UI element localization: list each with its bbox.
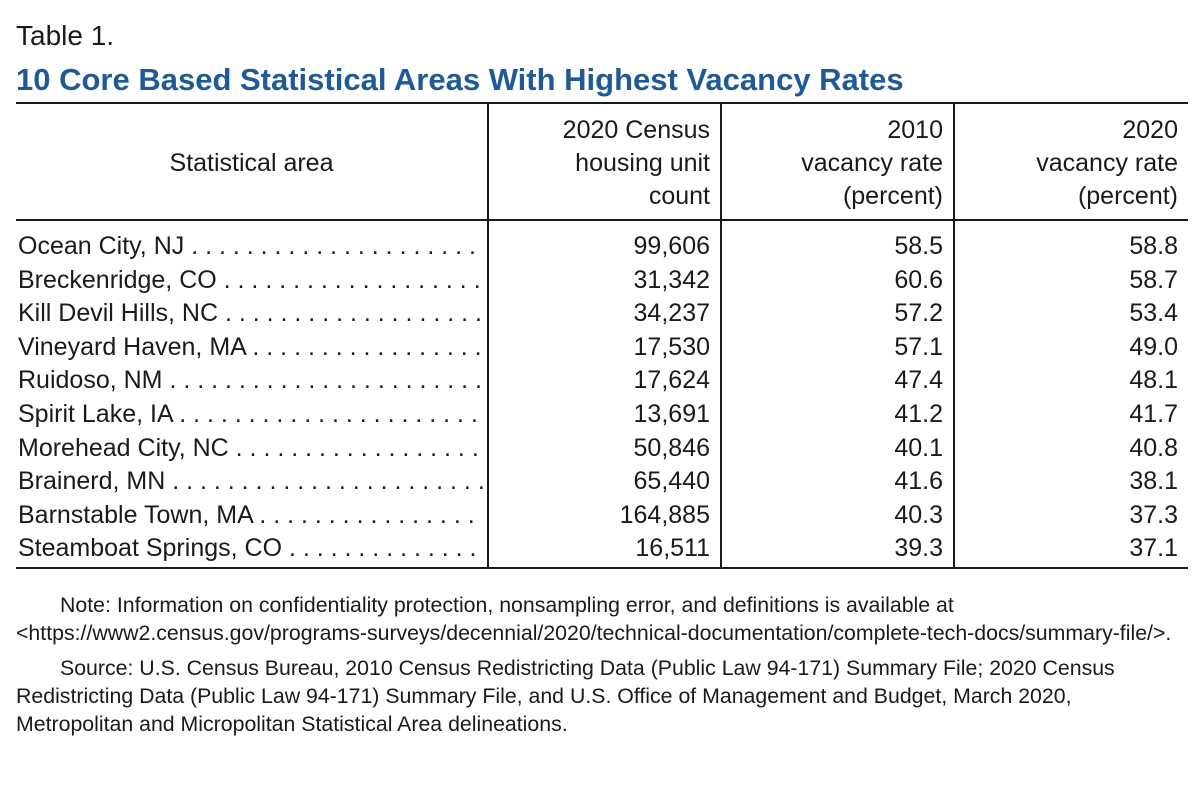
- note-text: Note: Information on confidentiality pro…: [16, 593, 1172, 645]
- table-row: Ruidoso, NM 17,624 47.4 48.1: [16, 364, 1188, 398]
- statistical-area-cell: Barnstable Town, MA: [16, 499, 488, 533]
- housing-unit-count-cell: 34,237: [487, 297, 721, 331]
- housing-unit-count-cell: 99,606: [487, 220, 721, 264]
- table-label: Table 1.: [16, 20, 115, 51]
- housing-unit-count-cell: 17,530: [487, 330, 721, 365]
- housing-unit-count-cell: 13,691: [487, 397, 721, 432]
- housing-unit-count-cell: 65,440: [487, 465, 721, 499]
- housing-unit-count-cell: 50,846: [487, 431, 721, 466]
- vacancy-2020-cell: 38.1: [953, 465, 1188, 499]
- vacancy-2010-cell: 58.5: [720, 220, 954, 264]
- area-name: Ruidoso, NM: [18, 364, 483, 398]
- vacancy-2010-cell: 41.6: [720, 465, 954, 499]
- housing-unit-count-cell: 31,342: [487, 263, 721, 298]
- vacancy-2020-cell: 48.1: [953, 364, 1188, 398]
- vacancy-2010-cell: 57.1: [720, 330, 954, 365]
- table-row: Kill Devil Hills, NC 34,237 57.2 53.4: [16, 297, 1188, 331]
- column-header-statistical-area: Statistical area: [169, 149, 334, 177]
- area-name: Barnstable Town, MA: [18, 499, 483, 533]
- area-name: Ocean City, NJ: [18, 230, 483, 264]
- table-row: Vineyard Haven, MA 17,530 57.1 49.0: [16, 330, 1188, 365]
- table-row: Barnstable Town, MA 164,885 40.3 37.3: [16, 498, 1188, 533]
- housing-unit-count-cell: 164,885: [487, 498, 721, 533]
- table-row: Breckenridge, CO 31,342 60.6 58.7: [16, 263, 1188, 298]
- statistical-area-cell: Ruidoso, NM: [16, 364, 488, 398]
- column-header-2020-vacancy-rate: 2020 vacancy rate (percent): [953, 103, 1188, 220]
- vacancy-2010-cell: 57.2: [720, 297, 954, 331]
- area-name: Kill Devil Hills, NC: [18, 297, 483, 331]
- table-row: Brainerd, MN 65,440 41.6 38.1: [16, 465, 1188, 499]
- statistical-area-cell: Spirit Lake, IA: [16, 398, 488, 432]
- statistical-area-cell: Vineyard Haven, MA: [16, 331, 488, 365]
- vacancy-2010-cell: 40.3: [720, 498, 954, 533]
- vacancy-2020-cell: 49.0: [953, 330, 1188, 365]
- table-notes: Note: Information on confidentiality pro…: [16, 591, 1188, 745]
- vacancy-2020-cell: 58.7: [953, 263, 1188, 298]
- statistical-area-cell: Ocean City, NJ: [16, 220, 488, 264]
- table-header-row: Statistical area 2020 Census housing uni…: [16, 103, 1188, 220]
- column-header-housing-unit-count: 2020 Census housing unit count: [487, 103, 721, 220]
- vacancy-2010-cell: 39.3: [720, 532, 954, 568]
- vacancy-2010-cell: 60.6: [720, 263, 954, 298]
- table-row: Ocean City, NJ 99,606 58.5 58.8: [16, 220, 1188, 264]
- statistical-area-cell: Morehead City, NC: [16, 432, 488, 466]
- source-text: Source: U.S. Census Bureau, 2010 Census …: [16, 656, 1115, 736]
- statistical-area-cell: Kill Devil Hills, NC: [16, 297, 488, 331]
- area-name: Steamboat Springs, CO: [18, 532, 483, 566]
- area-name: Breckenridge, CO: [18, 264, 483, 298]
- statistical-area-cell: Brainerd, MN: [16, 465, 488, 499]
- table-title: 10 Core Based Statistical Areas With Hig…: [16, 62, 904, 97]
- table-row: Spirit Lake, IA 13,691 41.2 41.7: [16, 397, 1188, 432]
- vacancy-table: Statistical area 2020 Census housing uni…: [16, 102, 1188, 569]
- statistical-area-cell: Steamboat Springs, CO: [16, 532, 488, 568]
- vacancy-2020-cell: 40.8: [953, 431, 1188, 466]
- table-row: Morehead City, NC 50,846 40.1 40.8: [16, 431, 1188, 466]
- area-name: Spirit Lake, IA: [18, 398, 483, 432]
- vacancy-2020-cell: 37.1: [953, 532, 1188, 568]
- vacancy-2020-cell: 58.8: [953, 220, 1188, 264]
- vacancy-2020-cell: 37.3: [953, 498, 1188, 533]
- column-header-2010-vacancy-rate: 2010 vacancy rate (percent): [720, 103, 954, 220]
- vacancy-2010-cell: 40.1: [720, 431, 954, 466]
- vacancy-2020-cell: 41.7: [953, 397, 1188, 432]
- vacancy-2010-cell: 41.2: [720, 397, 954, 432]
- table-row: Steamboat Springs, CO 16,511 39.3 37.1: [16, 532, 1188, 568]
- area-name: Morehead City, NC: [18, 432, 483, 466]
- statistical-area-cell: Breckenridge, CO: [16, 264, 488, 298]
- housing-unit-count-cell: 16,511: [487, 532, 721, 568]
- area-name: Vineyard Haven, MA: [18, 331, 483, 365]
- housing-unit-count-cell: 17,624: [487, 364, 721, 398]
- area-name: Brainerd, MN: [18, 465, 483, 499]
- vacancy-2020-cell: 53.4: [953, 297, 1188, 331]
- vacancy-2010-cell: 47.4: [720, 364, 954, 398]
